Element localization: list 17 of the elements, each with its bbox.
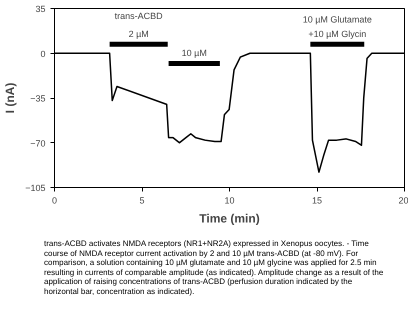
- text: trans-ACBD activates NMDA receptors (NR1+NR2A) expressed in Xenopus oocytes. - Time course of NMDA receptor current activation by 2 and 10 µM trans-ACBD (at -80 mV). For comparison, a solution containing 10 µM glutamate and 10 µM glycine was applied for 2.5 min resulting in currents of comparable amplitude (as indicated). Amplitude change as a result of the application of raising concentrations of trans-ACBD (perfusion duration indicated by the horizontal bar, concentration as indicated).: [44, 239, 384, 297]
- y-tick-label: −105: [25, 183, 46, 193]
- y-tick-label: −35: [30, 94, 46, 104]
- series-label: 10 µM Glutamate +10 µM Glycin: [302, 14, 372, 39]
- y-axis-title: I (nA): [3, 82, 18, 114]
- x-tick-label: 20: [398, 196, 408, 206]
- x-axis-title: Time (min): [199, 212, 260, 226]
- series-label: 2 µM: [128, 28, 149, 39]
- x-tick-label: 10: [224, 196, 235, 206]
- x-tick-label: 15: [312, 196, 322, 206]
- y-tick-label: −70: [30, 138, 46, 148]
- y-tick-label: 35: [35, 4, 46, 14]
- x-tick-label: 5: [139, 196, 145, 206]
- series-label: 10 µM: [182, 48, 207, 58]
- annotation: trans-ACBD: [114, 11, 164, 22]
- y-tick-label: 0: [40, 48, 46, 59]
- x-tick-label: 0: [52, 196, 58, 206]
